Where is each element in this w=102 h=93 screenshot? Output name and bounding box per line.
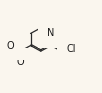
Text: O: O <box>6 41 14 51</box>
Text: N: N <box>47 28 55 39</box>
Text: N: N <box>68 41 75 51</box>
Text: O: O <box>17 57 24 67</box>
Text: Cl: Cl <box>67 44 76 54</box>
